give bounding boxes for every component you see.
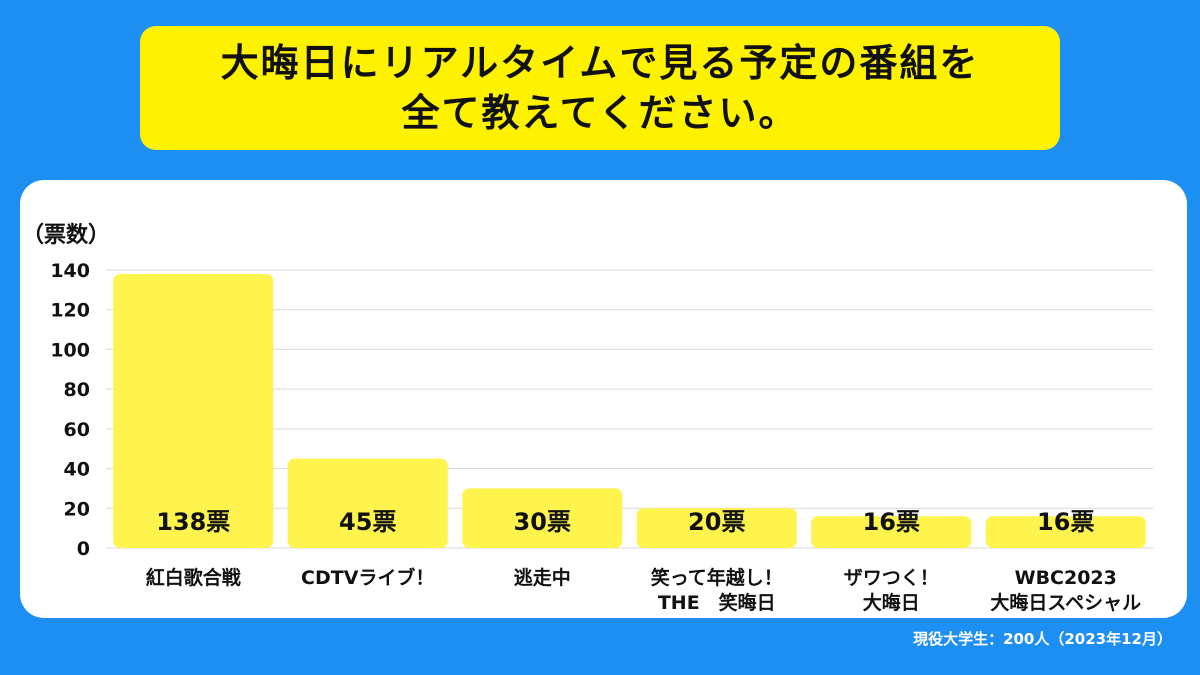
y-tick-label: 140 — [50, 260, 90, 282]
x-tick-label: 笑って年越し！ — [651, 566, 783, 589]
x-tick-label: 逃走中 — [514, 566, 571, 589]
data-label: 45票 — [339, 508, 396, 536]
x-tick-label: 紅白歌合戦 — [146, 566, 241, 589]
title-line-2: 全て教えてください。 — [401, 91, 799, 135]
footnote: 現役大学生：200人（2023年12月） — [913, 630, 1172, 648]
bar — [113, 273, 274, 548]
data-label: 16票 — [863, 508, 920, 536]
data-label: 16票 — [1037, 508, 1094, 536]
y-tick-label: 80 — [64, 379, 90, 401]
y-tick-label: 0 — [77, 538, 90, 560]
x-tick-label: 大晦日 — [863, 591, 920, 614]
bar — [287, 458, 448, 548]
x-tick-label: WBC2023 — [1015, 567, 1117, 589]
chart-panel: （票数） 0 20 40 60 80 100 120 140 138票紅白歌合戦 45票 CDTVライ… — [20, 180, 1187, 618]
x-tick-label: ザワつく！ — [844, 567, 939, 589]
title-box: 大晦日にリアルタイムで見る予定の番組を 全て教えてください。 — [140, 26, 1060, 150]
x-tick-label: THE 笑晦日 — [658, 591, 776, 614]
x-tick-label: 大晦日スペシャル — [990, 591, 1141, 614]
bar — [636, 508, 797, 548]
data-label: 30票 — [514, 508, 571, 536]
y-tick-label: 20 — [64, 498, 90, 520]
y-tick-label: 60 — [64, 419, 90, 441]
y-tick-label: 40 — [64, 459, 90, 481]
bar — [811, 516, 972, 548]
y-axis-label: （票数） — [22, 222, 110, 248]
bar — [462, 488, 623, 548]
title-line-1: 大晦日にリアルタイムで見る予定の番組を — [220, 41, 980, 85]
data-label: 138票 — [156, 508, 230, 536]
x-tick-label: CDTVライブ！ — [301, 566, 434, 589]
bar — [985, 516, 1146, 548]
y-tick-label: 120 — [50, 300, 90, 322]
data-label: 20票 — [688, 508, 745, 536]
y-tick-label: 100 — [50, 339, 90, 361]
